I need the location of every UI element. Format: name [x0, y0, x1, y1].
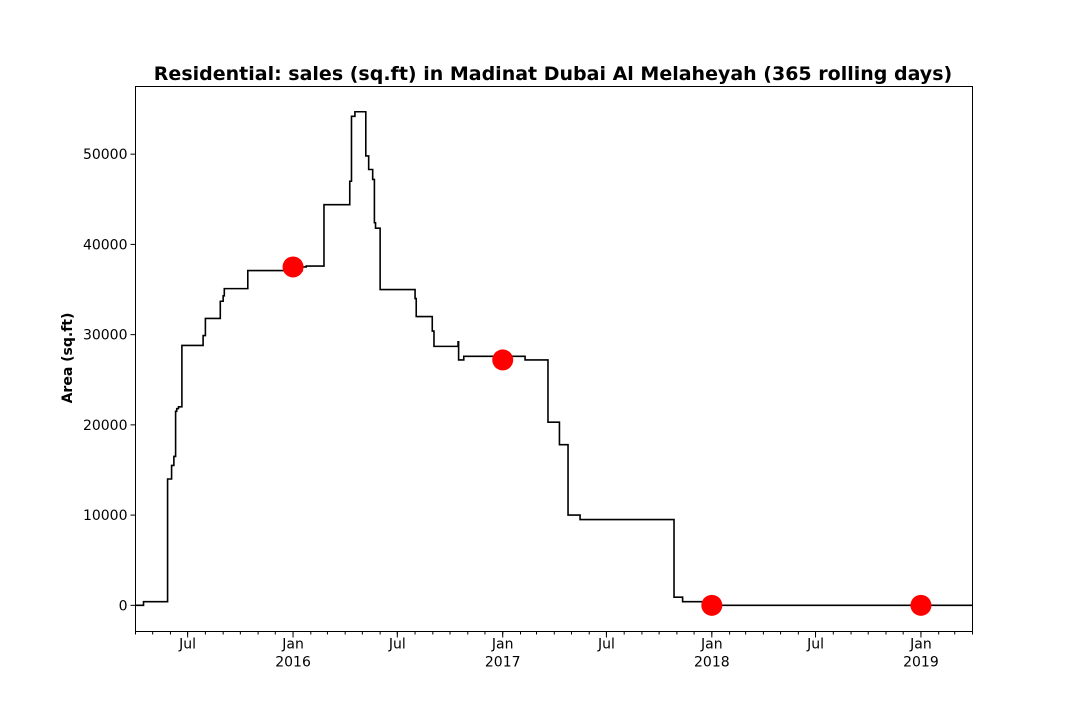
y-tick-label: 20000 [83, 418, 128, 434]
plot-frame [135, 86, 973, 632]
series-line [135, 110, 973, 607]
x-tick-label: Jul [388, 637, 406, 653]
x-tick-label: Jan [281, 637, 304, 653]
marker-point [492, 349, 514, 371]
y-tick-label: 10000 [83, 508, 128, 524]
y-tick-label: 0 [119, 598, 128, 614]
x-tick-label: Jan [491, 637, 514, 653]
x-tick-label: Jul [178, 637, 196, 653]
x-tick-year-label: 2016 [275, 655, 311, 671]
marker-point [701, 594, 723, 616]
x-tick-year-label: 2018 [694, 655, 730, 671]
chart-title: Residential: sales (sq.ft) in Madinat Du… [154, 63, 952, 85]
x-tick-label: Jan [909, 637, 932, 653]
x-tick-label: Jul [597, 637, 615, 653]
y-tick-label: 40000 [83, 237, 128, 253]
x-tick-label: Jul [806, 637, 824, 653]
y-tick-label: 30000 [83, 328, 128, 344]
x-tick-label: Jan [700, 637, 723, 653]
plot-area: 0 10000 20000 30000 40000 50000 Jul Jan 2016 Jul J… [83, 110, 973, 671]
marker-point [910, 594, 932, 616]
y-tick-label: 50000 [83, 147, 128, 163]
y-axis-label: Area (sq.ft) [60, 313, 76, 404]
x-tick-year-label: 2019 [903, 655, 939, 671]
x-tick-year-label: 2017 [485, 655, 521, 671]
marker-point [282, 256, 304, 278]
